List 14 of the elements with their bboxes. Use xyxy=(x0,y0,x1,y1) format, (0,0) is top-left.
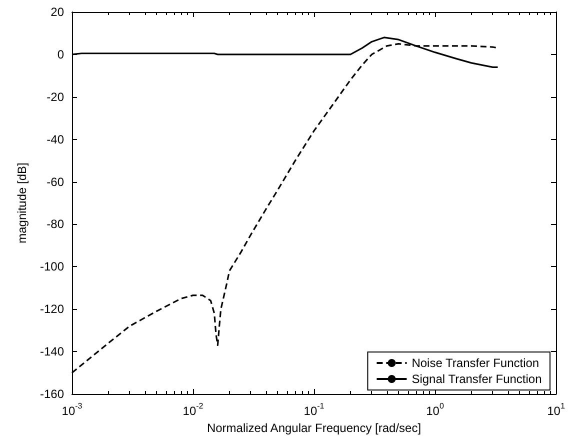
legend-label: Noise Transfer Function xyxy=(412,356,540,370)
y-tick-label: -160 xyxy=(40,387,64,401)
y-tick-label: -120 xyxy=(40,302,64,316)
y-tick-label: 20 xyxy=(50,5,64,19)
y-tick-label: -40 xyxy=(46,132,64,146)
y-axis-title: magnitude [dB] xyxy=(15,162,29,244)
y-tick-label: -140 xyxy=(40,344,64,359)
y-tick-label: -80 xyxy=(46,217,64,232)
y-tick-label: -20 xyxy=(46,90,64,104)
y-tick-label: 0 xyxy=(57,47,64,62)
y-tick-label: -100 xyxy=(40,260,64,274)
legend-label: Signal Transfer Function xyxy=(412,372,542,386)
y-tick-label: -60 xyxy=(46,174,64,189)
x-axis-title: Normalized Angular Frequency [rad/sec] xyxy=(206,420,422,435)
